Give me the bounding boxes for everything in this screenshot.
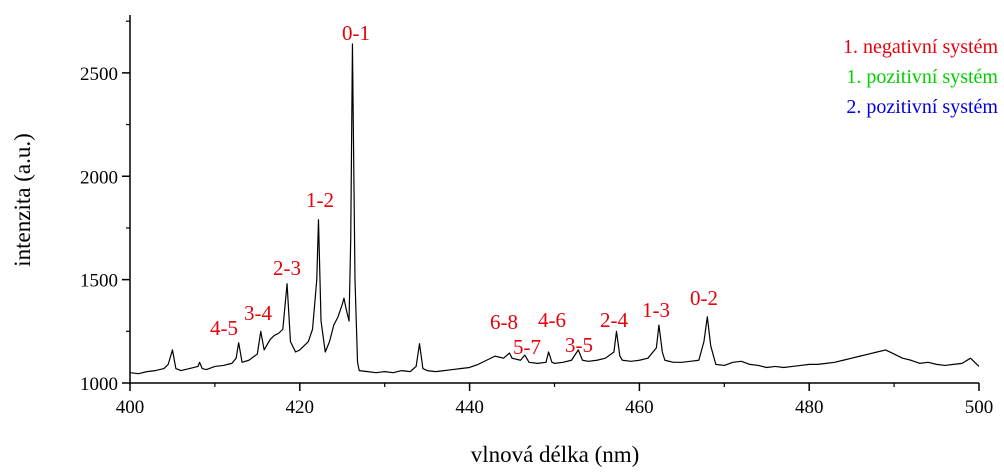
peak-label: 0-1 (342, 21, 370, 45)
x-tick-label: 440 (455, 397, 484, 418)
peak-label: 1-2 (306, 188, 334, 212)
y-tick-label: 2000 (80, 167, 118, 188)
peak-label: 3-5 (565, 333, 593, 357)
legend-entry: 1. negativní systém (843, 36, 998, 58)
y-tick-label: 2500 (80, 64, 118, 85)
spectrum-line (129, 43, 980, 375)
y-tick-label: 1500 (80, 271, 118, 292)
peak-label: 1-3 (642, 298, 670, 322)
peak-label: 0-2 (690, 286, 718, 310)
x-tick-label: 420 (286, 397, 315, 418)
x-tick-label: 480 (795, 397, 824, 418)
y-axis-title: intenzita (a.u.) (10, 133, 35, 266)
x-tick-label: 500 (965, 397, 994, 418)
peak-label: 6-8 (490, 310, 518, 334)
legend-entry: 1. pozitivní systém (846, 66, 998, 88)
peak-label: 3-4 (244, 301, 272, 325)
peak-label: 4-6 (538, 308, 566, 332)
legend-entry: 2. pozitivní systém (846, 96, 998, 118)
peak-label: 5-7 (513, 335, 541, 359)
peak-label: 4-5 (210, 316, 238, 340)
x-tick-label: 400 (116, 397, 145, 418)
y-tick-label: 1000 (80, 374, 118, 395)
peak-label: 2-4 (600, 308, 628, 332)
peak-label: 2-3 (273, 256, 301, 280)
x-axis-title: vlnová délka (nm) (471, 442, 640, 467)
x-tick-label: 460 (625, 397, 654, 418)
